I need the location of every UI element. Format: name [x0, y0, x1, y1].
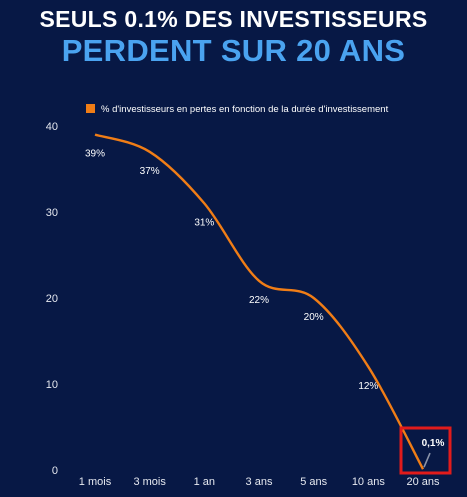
legend: % d'investisseurs en pertes en fonction … — [86, 104, 389, 115]
y-axis: 0 10 20 30 40 — [46, 121, 58, 477]
x-tick-label: 1 mois — [79, 476, 112, 488]
data-label: 37% — [140, 166, 160, 177]
y-tick-label: 20 — [46, 293, 58, 305]
data-label: 0,1% — [422, 438, 445, 449]
data-label: 20% — [304, 312, 324, 323]
highlight-box — [399, 426, 452, 475]
data-label: 12% — [358, 381, 378, 392]
data-label: 39% — [85, 149, 105, 160]
y-tick-label: 0 — [52, 465, 58, 477]
y-tick-label: 40 — [46, 121, 58, 133]
x-tick-label: 3 mois — [133, 476, 166, 488]
x-tick-label: 10 ans — [352, 476, 386, 488]
series-path — [94, 133, 425, 470]
highlight-rect — [399, 426, 452, 475]
x-axis: 1 mois 3 mois 1 an 3 ans 5 ans 10 ans 20 ans — [79, 476, 440, 488]
data-label: 31% — [194, 217, 214, 228]
title-line-1: SEULS 0.1% DES INVESTISSEURS — [39, 6, 428, 32]
data-label: 22% — [249, 295, 269, 306]
y-tick-label: 10 — [46, 379, 58, 391]
legend-label: % d'investisseurs en pertes en fonction … — [101, 104, 389, 115]
title-line-2: PERDENT SUR 20 ANS — [61, 33, 406, 68]
x-tick-label: 3 ans — [246, 476, 273, 488]
label-pointer — [423, 452, 431, 468]
series-line — [94, 133, 425, 470]
y-tick-label: 30 — [46, 207, 58, 219]
x-tick-label: 1 an — [194, 476, 215, 488]
data-labels: 39% 37% 31% 22% 20% 12% 0,1% — [85, 149, 445, 468]
legend-swatch — [86, 104, 95, 113]
x-tick-label: 5 ans — [300, 476, 327, 488]
x-tick-label: 20 ans — [406, 476, 440, 488]
